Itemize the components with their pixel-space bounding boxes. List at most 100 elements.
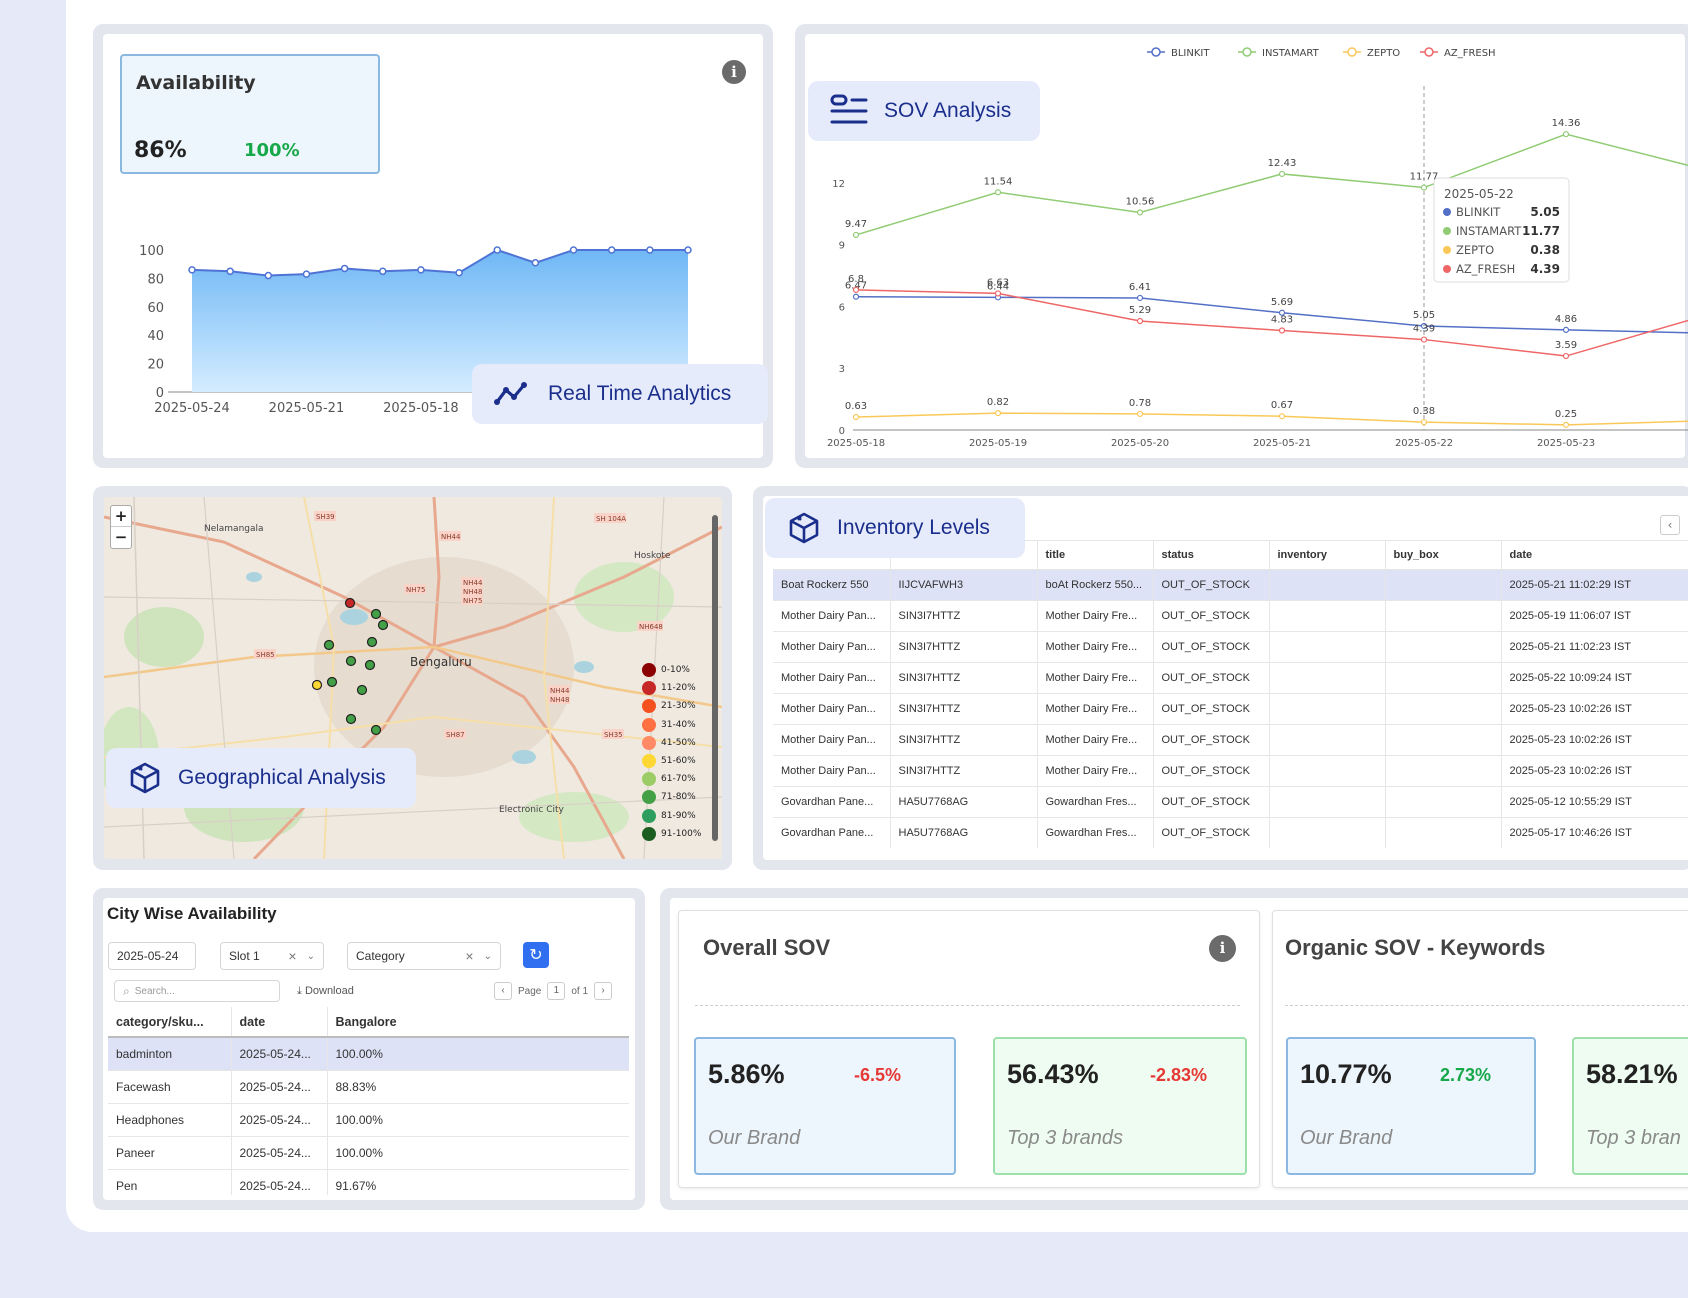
legend-swatch xyxy=(642,717,656,732)
page-number-input[interactable]: 1 xyxy=(547,982,566,1000)
table-cell: OUT_OF_STOCK xyxy=(1153,786,1270,818)
table-row[interactable]: badminton 2025-05-24... 100.00% xyxy=(108,1037,629,1071)
legend-label: 81-90% xyxy=(661,810,696,821)
table-cell: Mother Dairy Fre... xyxy=(1037,755,1154,787)
column-header[interactable]: date xyxy=(1501,541,1688,570)
organic-our-brand-card[interactable]: 10.77% 2.73% Our Brand xyxy=(1286,1037,1536,1175)
availability-card[interactable]: Availability 86% 100% xyxy=(120,54,380,174)
table-row[interactable]: Paneer 2025-05-24... 100.00% xyxy=(108,1136,629,1170)
column-header[interactable]: title xyxy=(1037,541,1154,570)
table-cell xyxy=(1385,662,1502,694)
search-input[interactable]: ⌕ Search... xyxy=(114,980,280,1002)
table-row[interactable]: Mother Dairy Pan... SIN3I7HTTZ Mother Dair… xyxy=(773,755,1688,787)
table-cell xyxy=(1269,569,1386,601)
table-cell: Mother Dairy Fre... xyxy=(1037,631,1154,663)
legend-item: 0-10% xyxy=(642,661,701,679)
svg-text:NH48: NH48 xyxy=(463,588,482,596)
data-point xyxy=(852,286,860,294)
organic-top3-card[interactable]: 58.21% Top 3 bran xyxy=(1572,1037,1688,1175)
zoom-out-button[interactable]: − xyxy=(114,528,128,546)
next-page-button[interactable]: › xyxy=(594,982,613,1000)
table-cell: 91.67% xyxy=(327,1169,629,1195)
prev-page-button[interactable]: ‹ xyxy=(494,982,512,1000)
column-header[interactable]: date xyxy=(231,1007,328,1038)
column-header[interactable]: Bangalore xyxy=(327,1007,629,1038)
svg-text:NH44: NH44 xyxy=(463,579,483,587)
cube-icon xyxy=(130,762,160,794)
column-header[interactable]: status xyxy=(1153,541,1270,570)
data-point xyxy=(852,413,860,421)
realtime-analytics-badge[interactable]: Real Time Analytics xyxy=(472,364,768,424)
category-select[interactable]: Category × ⌄ xyxy=(347,942,501,970)
page-label: Page xyxy=(518,985,542,997)
overall-top3-card[interactable]: 56.43% -2.83% Top 3 brands xyxy=(993,1037,1247,1175)
table-cell: SIN3I7HTTZ xyxy=(890,600,1038,632)
legend-label: ZEPTO xyxy=(1367,48,1400,59)
slot-select[interactable]: Slot 1 × ⌄ xyxy=(220,942,324,970)
legend-swatch xyxy=(642,735,656,750)
tooltip-series: INSTAMART xyxy=(1456,224,1522,238)
realtime-analytics-label: Real Time Analytics xyxy=(548,382,732,405)
table-row[interactable]: Pen 2025-05-24... 91.67% xyxy=(108,1169,629,1195)
tooltip-series: AZ_FRESH xyxy=(1456,262,1515,276)
table-cell: 2025-05-22 10:09:24 IST xyxy=(1501,662,1688,694)
table-row[interactable]: Govardhan Pane... HA5U7768AG Gowardhan Fre… xyxy=(773,817,1688,848)
data-label: 5.69 xyxy=(1271,297,1293,308)
info-icon[interactable]: i xyxy=(722,60,746,84)
clear-icon[interactable]: × xyxy=(288,948,297,964)
table-cell: Mother Dairy Pan... xyxy=(773,631,891,663)
sov-analysis-badge[interactable]: SOV Analysis xyxy=(808,81,1040,141)
svg-text:SH35: SH35 xyxy=(604,731,623,739)
legend-marker xyxy=(1151,47,1161,57)
table-row[interactable]: Mother Dairy Pan... SIN3I7HTTZ Mother Dair… xyxy=(773,662,1688,694)
table-cell: SIN3I7HTTZ xyxy=(890,724,1038,756)
map-scrollbar[interactable] xyxy=(712,515,718,841)
legend-label: 71-80% xyxy=(661,792,696,803)
data-label: 6.8 xyxy=(848,274,864,285)
zoom-in-button[interactable]: + xyxy=(111,506,131,527)
column-header[interactable]: category/sku... xyxy=(108,1007,232,1038)
table-cell: 88.83% xyxy=(327,1070,629,1104)
chevron-down-icon: ⌄ xyxy=(306,950,315,962)
table-cell: Mother Dairy Pan... xyxy=(773,693,891,725)
table-row[interactable]: Mother Dairy Pan... SIN3I7HTTZ Mother Dair… xyxy=(773,693,1688,725)
table-row[interactable]: Boat Rockerz 550 IIJCVAFWH3 boAt Rockerz 5… xyxy=(773,569,1688,601)
table-cell xyxy=(1385,724,1502,756)
geo-analysis-badge[interactable]: Geographical Analysis xyxy=(106,748,416,808)
table-cell: 2025-05-24... xyxy=(231,1070,328,1104)
column-header[interactable]: inventory xyxy=(1269,541,1386,570)
table-cell: Gowardhan Fres... xyxy=(1037,817,1154,848)
date-picker[interactable]: 2025-05-24 xyxy=(108,942,196,970)
table-row[interactable]: Mother Dairy Pan... SIN3I7HTTZ Mother Dair… xyxy=(773,600,1688,632)
overall-top3-delta: -2.83% xyxy=(1150,1065,1208,1085)
data-point xyxy=(607,246,616,254)
legend-label: BLINKIT xyxy=(1171,48,1210,59)
overall-our-brand-card[interactable]: 5.86% -6.5% Our Brand xyxy=(694,1037,956,1175)
tooltip-value: 0.38 xyxy=(1530,243,1560,257)
data-point xyxy=(1278,170,1286,178)
availability-value: 86% xyxy=(134,138,187,163)
table-cell: 2025-05-19 11:06:07 IST xyxy=(1501,600,1688,632)
inventory-levels-badge[interactable]: Inventory Levels xyxy=(765,498,1025,558)
info-icon[interactable]: i xyxy=(1209,935,1236,962)
data-point xyxy=(417,266,425,274)
clear-icon[interactable]: × xyxy=(465,948,474,964)
map-zoom-controls: + − xyxy=(110,505,132,549)
organic-our-label: Our Brand xyxy=(1300,1127,1393,1149)
scroll-left-button[interactable]: ‹ xyxy=(1660,515,1680,535)
data-label: 11.77 xyxy=(1410,172,1439,183)
tooltip-marker xyxy=(1443,246,1451,254)
table-row[interactable]: Mother Dairy Pan... SIN3I7HTTZ Mother Dair… xyxy=(773,724,1688,756)
table-cell: 100.00% xyxy=(327,1103,629,1137)
y-tick-label: 20 xyxy=(147,358,164,373)
table-row[interactable]: Headphones 2025-05-24... 100.00% xyxy=(108,1103,629,1137)
download-button[interactable]: ⤓ Download xyxy=(297,985,354,998)
refresh-button[interactable]: ↻ xyxy=(523,942,549,968)
table-row[interactable]: Govardhan Pane... HA5U7768AG Gowardhan Fre… xyxy=(773,786,1688,818)
column-header[interactable]: buy_box xyxy=(1385,541,1502,570)
table-row[interactable]: Facewash 2025-05-24... 88.83% xyxy=(108,1070,629,1104)
table-cell: boAt Rockerz 550... xyxy=(1037,569,1154,601)
table-row[interactable]: Mother Dairy Pan... SIN3I7HTTZ Mother Dair… xyxy=(773,631,1688,663)
y-tick-label: 0 xyxy=(839,426,845,437)
data-point xyxy=(569,246,578,254)
